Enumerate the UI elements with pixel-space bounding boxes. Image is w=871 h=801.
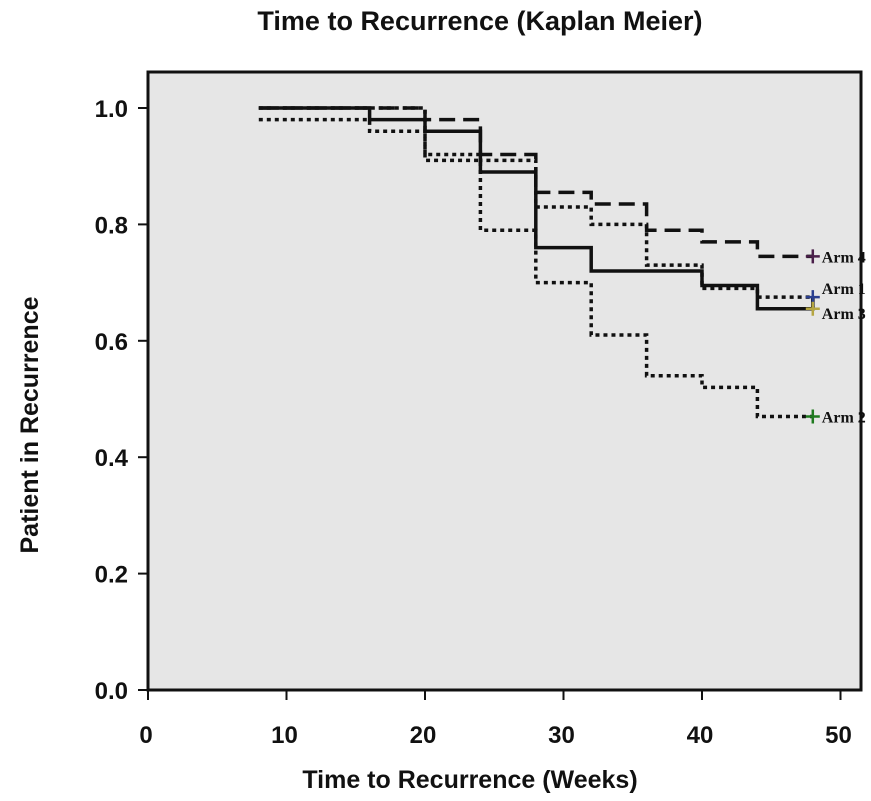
series-label: Arm 1: [822, 281, 866, 298]
plot-area: [146, 70, 863, 692]
series-lines: [258, 106, 815, 419]
x-tick-label: 10: [271, 722, 298, 749]
series-label: Arm 4: [822, 249, 866, 266]
y-tick-label: 1.0: [95, 96, 128, 123]
series-line-arm-3: [258, 106, 815, 309]
x-tick-label: 50: [825, 722, 852, 749]
y-tick-label: 0.6: [95, 329, 128, 356]
series-line-arm-2: [258, 117, 813, 419]
x-axis: 0 10 20 30 40 50: [139, 690, 852, 749]
y-tick-label: 0.4: [95, 445, 129, 472]
y-tick-label: 0.8: [95, 212, 128, 239]
y-axis-label: Patient in Recurrence: [16, 296, 44, 553]
y-axis: 0.0 0.2 0.4 0.6 0.8 1.0: [95, 96, 148, 705]
x-tick-label: 20: [410, 722, 437, 749]
series-line-arm-4: [258, 106, 813, 259]
chart-title: Time to Recurrence (Kaplan Meier): [257, 6, 702, 36]
censor-marker: [805, 301, 820, 316]
x-tick-label: 40: [687, 722, 714, 749]
censor-marker: [805, 409, 820, 424]
series-labels: Arm 1 Arm 2 Arm 3 Arm 4: [805, 249, 866, 426]
series-label: Arm 2: [822, 409, 866, 426]
x-tick-label: 30: [548, 722, 575, 749]
series-label: Arm 3: [822, 306, 866, 323]
x-tick-label: 0: [139, 722, 152, 749]
censor-marker: [805, 249, 820, 264]
y-tick-label: 0.0: [95, 678, 128, 705]
x-axis-label: Time to Recurrence (Weeks): [302, 766, 637, 794]
y-tick-label: 0.2: [95, 562, 128, 589]
